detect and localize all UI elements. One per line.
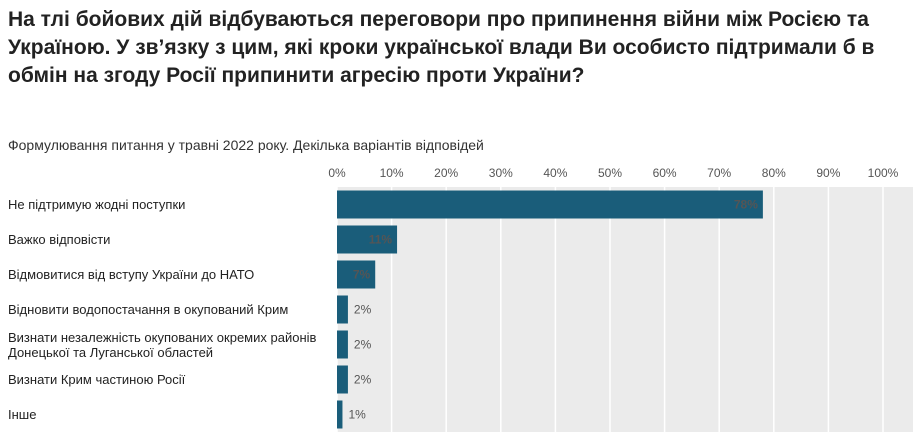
value-label: 2% [354, 338, 372, 352]
category-label: Важко відповісти [8, 232, 111, 247]
value-label: 1% [348, 408, 366, 422]
x-tick-label: 0% [328, 166, 346, 180]
value-label: 78% [734, 198, 758, 212]
x-tick-label: 90% [816, 166, 840, 180]
category-label-box: Відновити водопостачання в окупований Кр… [8, 302, 289, 317]
value-label: 7% [353, 268, 371, 282]
category-label: Відновити водопостачання в окупований Кр… [8, 302, 289, 317]
category-label: Визнати Крим частиною Росії [8, 372, 186, 387]
value-label: 2% [354, 303, 372, 317]
category-label-box: Важко відповісти [8, 232, 111, 247]
bar [337, 400, 343, 429]
x-tick-label: 100% [868, 166, 899, 180]
category-label-box: Інше [8, 407, 37, 422]
bar [337, 225, 398, 254]
bar [337, 330, 348, 359]
x-tick-label: 20% [434, 166, 458, 180]
x-tick-label: 40% [543, 166, 567, 180]
category-label-box: Визнати незалежність окупованих окремих … [8, 329, 317, 360]
category-label-box: Не підтримую жодні поступки [8, 197, 186, 212]
bar [337, 365, 348, 394]
category-label: Інше [8, 407, 37, 422]
bar [337, 260, 376, 289]
x-tick-label: 50% [598, 166, 622, 180]
category-label: Відмовитися від вступу України до НАТО [8, 267, 255, 282]
category-label-box: Відмовитися від вступу України до НАТО [8, 267, 255, 282]
bar [337, 190, 763, 219]
chart-title: На тлі бойових дій відбуваються перегово… [8, 8, 875, 87]
category-label-box: Визнати Крим частиною Росії [8, 372, 186, 387]
category-label: Визнати незалежність окупованих окремих … [8, 329, 317, 360]
plot-background [337, 187, 913, 432]
value-label: 11% [369, 233, 393, 247]
x-tick-label: 70% [707, 166, 731, 180]
x-tick-label: 10% [380, 166, 404, 180]
x-tick-label: 80% [762, 166, 786, 180]
bar [337, 295, 348, 324]
x-tick-label: 30% [489, 166, 513, 180]
category-label: Не підтримую жодні поступки [8, 197, 186, 212]
chart-subtitle: Формулювання питання у травні 2022 року.… [8, 137, 484, 153]
x-tick-label: 60% [653, 166, 677, 180]
value-label: 2% [354, 373, 372, 387]
